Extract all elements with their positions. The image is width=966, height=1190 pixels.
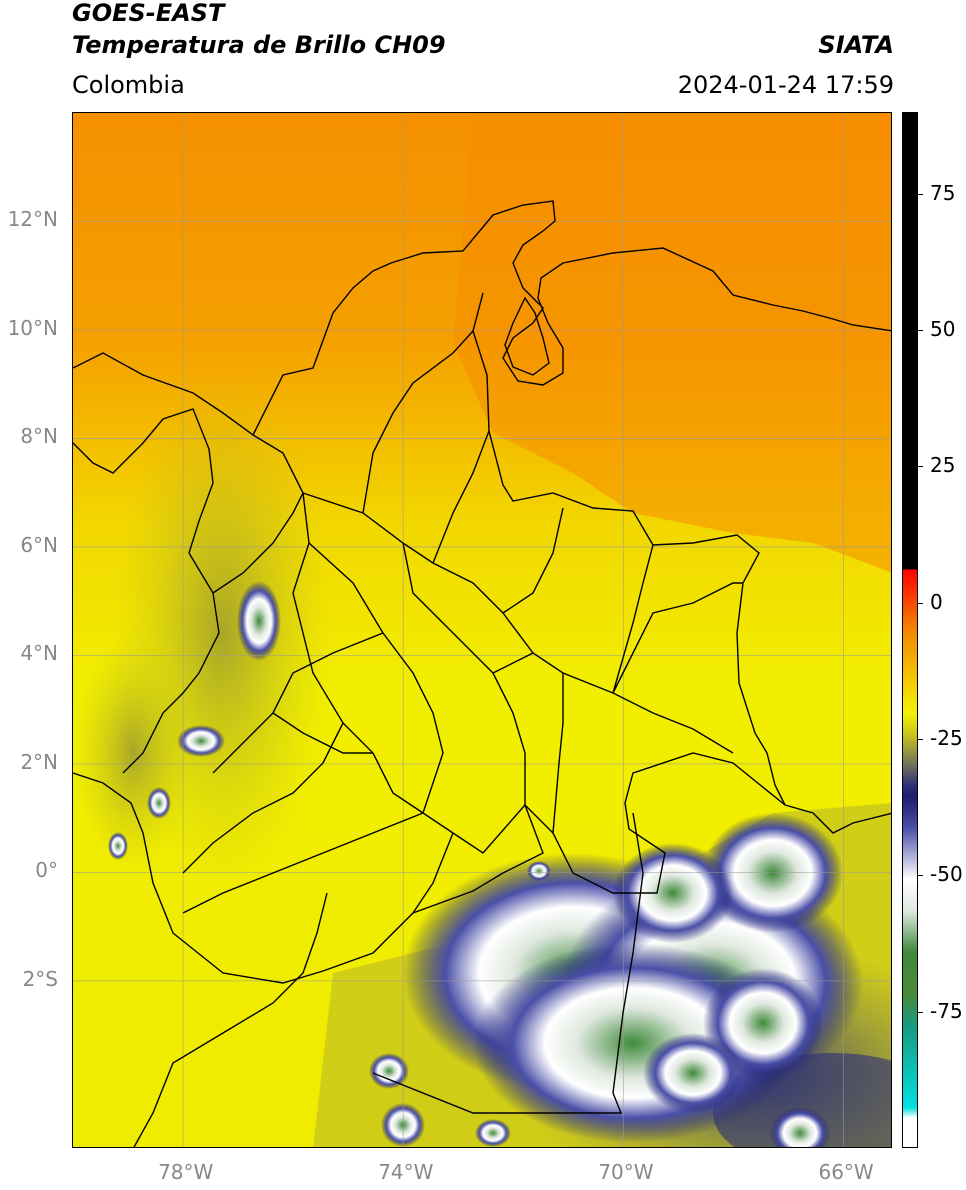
map-canvas <box>73 113 891 1147</box>
colorbar-tick-label: -75 <box>930 998 963 1023</box>
colorbar-tick-label: 75 <box>930 180 956 205</box>
map-gridlines <box>73 113 891 1147</box>
convective-clouds <box>108 581 863 1147</box>
colorbar-tick-label: 25 <box>930 453 956 478</box>
colorbar-tick-mark <box>918 875 923 877</box>
colorbar-gradient <box>903 113 917 1147</box>
country-borders <box>73 200 891 1147</box>
cool-band-coast <box>73 633 193 873</box>
lon-tick-label: 66°W <box>818 1160 874 1184</box>
lat-tick-label: 2°N <box>20 749 58 774</box>
colorbar-tick-label: 0 <box>930 589 943 614</box>
region-label: Colombia <box>72 71 185 99</box>
timestamp-label: 2024-01-24 17:59 <box>677 71 894 99</box>
colorbar-tick-mark <box>918 193 923 195</box>
lat-tick-label: 10°N <box>7 315 58 340</box>
lat-tick-label: 12°N <box>7 207 58 232</box>
lat-tick-label: 0° <box>35 858 58 883</box>
title-product: Temperatura de Brillo CH09 <box>72 31 446 59</box>
lat-tick-label: 2°S <box>22 966 58 991</box>
source-label: SIATA <box>818 31 894 59</box>
lon-tick-label: 78°W <box>158 1160 214 1184</box>
colorbar-tick-mark <box>918 1011 923 1013</box>
lat-tick-label: 8°N <box>20 424 58 449</box>
warm-region-northeast <box>453 113 891 573</box>
colorbar-tick-mark <box>918 602 923 604</box>
lat-tick-label: 4°N <box>20 641 58 666</box>
colorbar-tick-mark <box>918 739 923 741</box>
title-satellite: GOES-EAST <box>72 0 225 27</box>
colorbar-tick-mark <box>918 330 923 332</box>
colorbar-tick-mark <box>918 466 923 468</box>
colorbar <box>902 112 918 1148</box>
map-panel <box>72 112 892 1148</box>
colorbar-tick-label: -25 <box>930 726 963 751</box>
colorbar-tick-label: 50 <box>930 317 956 342</box>
lat-tick-label: 6°N <box>20 532 58 557</box>
lon-tick-label: 74°W <box>378 1160 434 1184</box>
lon-tick-label: 70°W <box>598 1160 654 1184</box>
colorbar-tick-label: -50 <box>930 862 963 887</box>
